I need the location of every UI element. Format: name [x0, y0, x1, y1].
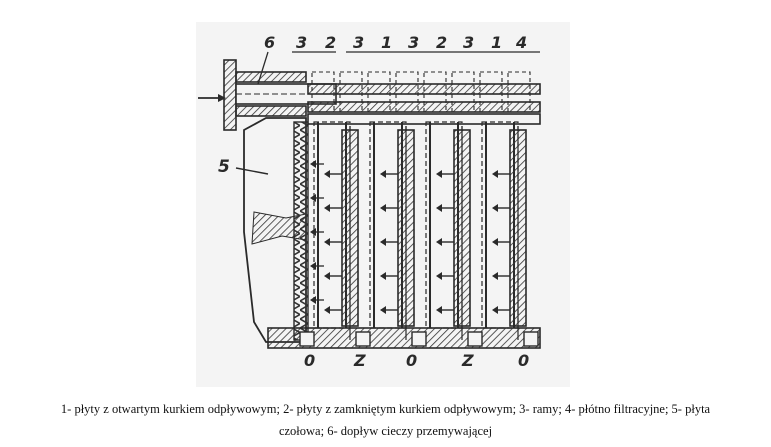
flow-arrow-head-1-1 — [324, 170, 330, 178]
label-frame-4: 3 — [463, 33, 474, 52]
flow-arrow-head-2-3 — [380, 238, 386, 246]
flow-arrow-head-4-3 — [492, 238, 498, 246]
caption-line-2: czołowa; 6- dopływ cieczy przemywającej — [278, 424, 493, 438]
drain-block-3 — [411, 331, 427, 347]
flow-arrow-head-2-4 — [380, 272, 386, 280]
port-box-5 — [423, 71, 447, 113]
drain-block-2 — [355, 331, 371, 347]
front-flow-head-4 — [310, 262, 316, 270]
label-filter-cloth: 4 — [515, 33, 527, 52]
label-drain-open-3: 0 — [518, 351, 529, 370]
label-front-plate: 5 — [218, 157, 230, 177]
front-flow-head-5 — [310, 296, 316, 304]
caption-line-1: 1- płyty z otwartym kurkiem odpływowym; … — [60, 402, 711, 416]
label-leaders — [257, 51, 540, 85]
flow-arrow-head-1-2 — [324, 204, 330, 212]
inlet-arrow — [198, 94, 226, 102]
flow-arrow-head-3-5 — [436, 306, 442, 314]
label-plate-open-2: 1 — [491, 33, 502, 52]
figure-caption: 1- płyty z otwartym kurkiem odpływowym; … — [0, 398, 771, 442]
flow-arrow-head-4-1 — [492, 170, 498, 178]
port-box-1 — [311, 71, 335, 113]
label-drain-closed-2: Z — [461, 351, 474, 370]
flow-arrow-head-3-2 — [436, 204, 442, 212]
port-box-7 — [479, 71, 503, 113]
flow-arrow-head-3-3 — [436, 238, 442, 246]
top-labels: 6 3 2 3 1 3 2 3 1 4 — [264, 33, 527, 52]
drain-block-4 — [467, 331, 483, 347]
flow-arrow-head-4-4 — [492, 272, 498, 280]
bottom-labels: 0 Z 0 Z 0 — [304, 351, 529, 370]
flow-arrow-head-2-2 — [380, 204, 386, 212]
front-plate-leader — [235, 167, 269, 175]
drain-block-1 — [299, 331, 315, 347]
front-flow-head-3 — [310, 228, 316, 236]
label-frame-2: 3 — [353, 33, 364, 52]
label-drain-open-2: 0 — [406, 351, 417, 370]
flow-arrow-head-4-2 — [492, 204, 498, 212]
front-flow-head-1 — [310, 160, 316, 168]
flow-arrow-head-1-3 — [324, 238, 330, 246]
port-box-3 — [367, 71, 391, 113]
flow-arrow-head-3-4 — [436, 272, 442, 280]
flow-arrow-head-1-4 — [324, 272, 330, 280]
port-box-2 — [339, 71, 363, 113]
label-drain-closed-1: Z — [353, 351, 366, 370]
label-inlet: 6 — [264, 33, 275, 52]
front-plate — [243, 117, 309, 343]
label-plate-closed-2: 2 — [436, 33, 447, 52]
plate-frame-stack — [299, 71, 539, 347]
port-box-4 — [395, 71, 419, 113]
port-box-8 — [507, 71, 531, 113]
flow-arrow-head-4-5 — [492, 306, 498, 314]
flow-arrow-head-2-1 — [380, 170, 386, 178]
front-flow-head-2 — [310, 194, 316, 202]
filter-press-diagram: 6 3 2 3 1 3 2 3 1 4 5 0 Z 0 Z 0 — [196, 22, 570, 387]
flow-arrow-head-2-5 — [380, 306, 386, 314]
flow-arrow-head-1-5 — [324, 306, 330, 314]
label-plate-open-1: 1 — [381, 33, 392, 52]
inlet-pipe — [223, 59, 541, 131]
label-frame-1: 3 — [296, 33, 307, 52]
port-box-6 — [451, 71, 475, 113]
label-plate-closed-1: 2 — [325, 33, 336, 52]
flow-arrow-head-3-1 — [436, 170, 442, 178]
label-drain-open-1: 0 — [304, 351, 315, 370]
label-frame-3: 3 — [408, 33, 419, 52]
drain-block-5 — [523, 331, 539, 347]
